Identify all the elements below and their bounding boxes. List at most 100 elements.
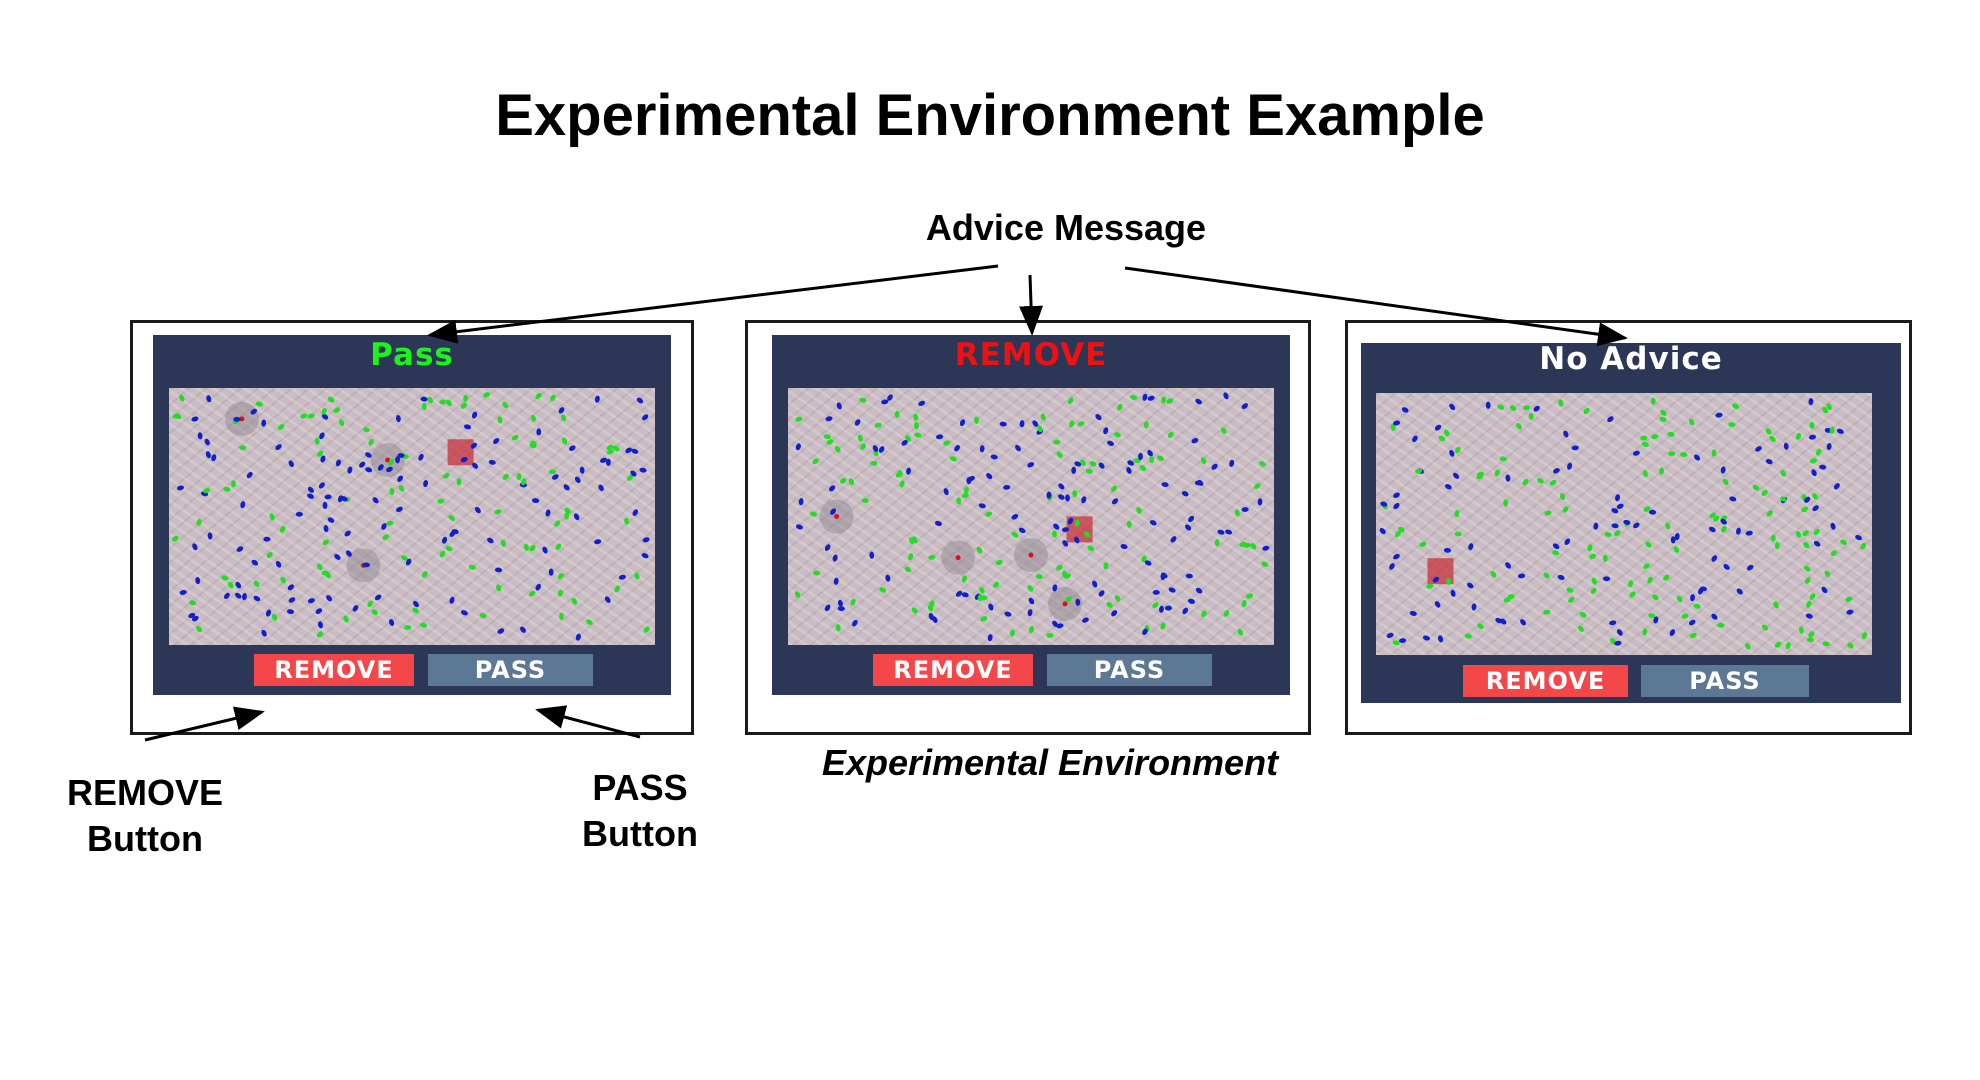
blue-agent — [1443, 547, 1452, 553]
blue-agent — [1422, 635, 1430, 641]
blue-agent — [1811, 469, 1817, 477]
green-agent — [231, 480, 236, 488]
green-agent — [1214, 539, 1220, 547]
green-agent — [223, 486, 231, 492]
green-agent — [794, 591, 801, 598]
blue-agent — [418, 453, 424, 461]
green-agent — [502, 473, 509, 480]
green-agent — [1067, 397, 1074, 405]
green-agent — [1497, 404, 1505, 410]
blue-agent — [1052, 620, 1058, 628]
blue-agent — [1855, 534, 1862, 541]
pass-button[interactable]: PASS — [1047, 654, 1212, 686]
blue-agent — [1434, 424, 1442, 431]
blue-agent — [1004, 611, 1012, 617]
blue-agent — [1081, 496, 1087, 504]
blue-agent — [1393, 502, 1400, 510]
remove-button[interactable]: REMOVE — [1463, 665, 1628, 697]
environment-frame-no-advice: No Advice REMOVE PASS — [1345, 320, 1912, 735]
environment-frame-pass: Pass REMOVE PASS — [130, 320, 694, 735]
blue-agent — [824, 544, 831, 551]
blue-agent — [598, 484, 604, 492]
green-agent — [1136, 506, 1142, 514]
blue-agent — [830, 508, 836, 515]
blue-agent — [1103, 427, 1109, 435]
blue-agent — [1229, 459, 1235, 467]
green-agent — [1822, 406, 1828, 414]
green-agent — [382, 534, 390, 540]
blue-agent — [286, 609, 295, 615]
green-agent — [439, 399, 447, 405]
blue-agent — [1830, 522, 1836, 530]
blue-agent — [1401, 407, 1409, 413]
green-agent — [894, 410, 900, 418]
blue-agent — [335, 459, 341, 467]
target-dot — [834, 514, 840, 519]
blue-agent — [639, 467, 647, 473]
green-agent — [1464, 633, 1472, 639]
blue-agent — [987, 634, 993, 642]
green-agent — [1589, 553, 1597, 559]
blue-agent — [396, 506, 403, 513]
blue-agent — [207, 532, 213, 540]
blue-agent — [1736, 527, 1741, 535]
green-agent — [1080, 459, 1086, 467]
green-agent — [266, 551, 273, 559]
pass-button[interactable]: PASS — [1641, 665, 1809, 697]
blue-agent — [334, 553, 341, 560]
blue-agent — [1623, 519, 1631, 525]
blue-agent — [1126, 467, 1132, 474]
blue-agent — [287, 584, 295, 591]
green-agent — [483, 392, 490, 398]
blue-agent — [1257, 498, 1263, 506]
blue-agent — [420, 396, 428, 402]
green-agent — [907, 553, 914, 561]
green-agent — [1160, 622, 1166, 630]
green-agent — [203, 488, 211, 494]
green-agent — [327, 396, 335, 403]
blue-agent — [1495, 617, 1503, 624]
green-agent — [1560, 493, 1565, 501]
remove-button[interactable]: REMOVE — [254, 654, 414, 686]
blue-agent — [1168, 587, 1176, 593]
blue-agent — [1553, 468, 1560, 474]
blue-agent — [1046, 491, 1052, 499]
green-agent — [1243, 542, 1251, 548]
green-agent — [321, 570, 329, 576]
blue-agent — [261, 629, 267, 637]
green-agent — [1780, 469, 1786, 477]
green-agent — [1722, 478, 1729, 485]
green-agent — [1709, 512, 1716, 519]
blue-agent — [1019, 420, 1025, 428]
green-agent — [333, 407, 341, 413]
green-agent — [1398, 526, 1405, 533]
blue-agent — [1669, 629, 1676, 636]
green-agent — [1543, 609, 1551, 615]
blue-agent — [1826, 442, 1832, 451]
blue-agent — [1111, 498, 1119, 505]
blue-agent — [869, 551, 875, 559]
green-agent — [371, 609, 378, 616]
green-agent — [912, 536, 918, 544]
pass-button[interactable]: PASS — [428, 654, 593, 686]
green-agent — [1444, 429, 1450, 437]
green-agent — [561, 437, 568, 445]
remove-button[interactable]: REMOVE — [873, 654, 1033, 686]
blue-agent — [545, 509, 551, 517]
blue-agent — [1670, 536, 1676, 544]
blue-agent — [413, 600, 419, 608]
blue-agent — [990, 454, 998, 460]
green-agent — [626, 474, 634, 481]
green-agent — [388, 458, 394, 466]
green-agent — [1809, 421, 1815, 429]
blue-agent — [1223, 392, 1229, 400]
blue-agent — [1061, 527, 1070, 533]
blue-agent — [1138, 452, 1143, 461]
green-agent — [1117, 403, 1123, 411]
green-agent — [1798, 626, 1804, 634]
green-agent — [586, 619, 593, 625]
green-agent — [1752, 484, 1760, 491]
green-agent — [530, 414, 536, 422]
green-agent — [1476, 471, 1485, 477]
blue-agent — [852, 619, 858, 627]
